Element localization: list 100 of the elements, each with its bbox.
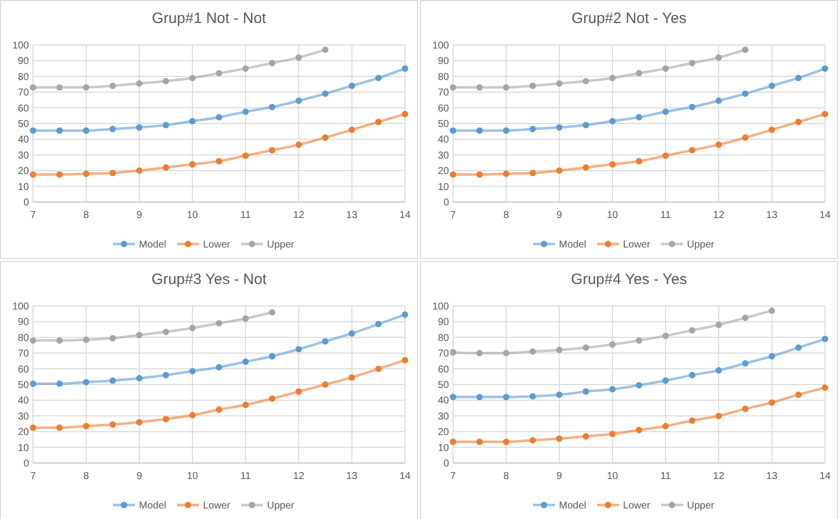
point [768,399,776,406]
point [268,104,276,110]
point [822,336,828,342]
y-tick-label: 70 [438,88,450,99]
point [82,84,90,91]
y-tick-label: 90 [18,317,30,328]
point [662,65,669,72]
point [795,344,802,351]
y-tick-label: 70 [438,348,450,360]
point [716,98,722,104]
point [662,422,669,430]
x-tick-label: 12 [293,210,305,221]
point [322,381,328,388]
point [189,412,196,418]
legend-label: Model [559,240,586,250]
point [688,60,696,66]
point [502,127,510,134]
point [189,118,196,124]
point [348,126,356,133]
y-tick-label: 80 [18,72,30,83]
point [375,320,382,328]
x-tick-label: 8 [83,210,90,221]
x-tick-label: 8 [503,210,510,221]
point [556,167,562,174]
point [56,127,63,134]
point [136,167,142,174]
y-tick-label: 80 [18,332,30,344]
point [742,134,748,141]
point [476,394,483,400]
point [688,146,696,154]
point [795,118,802,126]
point [30,424,36,431]
point [530,170,536,176]
point [56,171,63,178]
point [30,337,36,344]
y-tick-label: 60 [438,103,450,114]
point [450,349,456,356]
point [296,141,302,148]
point [82,336,90,343]
x-tick-label: 11 [240,210,252,221]
point [688,104,696,110]
point [476,84,483,91]
y-tick-label: 20 [438,427,450,438]
y-tick-label: 70 [18,88,30,99]
point [268,395,276,402]
y-tick-label: 20 [18,166,30,178]
x-tick-label: 12 [293,471,305,482]
x-tick-label: 14 [819,471,831,482]
point [716,367,722,374]
point [662,377,669,384]
point [636,337,642,344]
y-tick-label: 10 [18,442,30,454]
point [162,122,170,128]
point [242,152,249,159]
x-tick-label: 13 [346,471,358,482]
point [609,386,616,392]
point [636,70,642,76]
point [476,438,483,446]
point [582,122,590,128]
point [742,90,748,97]
point [450,171,456,178]
point [502,170,510,177]
point [662,152,669,159]
point [768,308,776,314]
point [822,384,828,391]
point [742,314,748,321]
y-tick-label: 50 [438,119,450,130]
point [322,46,328,53]
point [136,375,142,382]
legend-label: Lower [623,500,651,512]
point [110,421,116,428]
point [636,158,642,164]
point [530,126,536,132]
y-tick-label: 100 [12,40,30,52]
point [476,350,483,356]
point [556,346,562,354]
point [30,380,36,387]
point [822,65,828,72]
y-tick-label: 90 [18,56,30,68]
point [530,437,536,444]
point [375,118,382,126]
y-tick-label: 20 [18,427,30,438]
point [162,328,170,336]
point [402,65,408,72]
point [162,78,170,84]
point [609,161,616,168]
point [716,322,722,328]
x-tick-label: 11 [660,471,672,482]
y-tick-label: 70 [18,348,30,360]
y-tick-label: 60 [18,103,30,114]
y-tick-label: 50 [18,119,30,130]
point [502,84,510,91]
point [56,337,63,344]
point [136,124,142,131]
x-tick-label: 11 [660,210,672,221]
point [162,372,170,378]
x-tick-label: 8 [503,471,510,482]
point [450,84,456,91]
point [348,330,356,337]
point [268,60,276,66]
